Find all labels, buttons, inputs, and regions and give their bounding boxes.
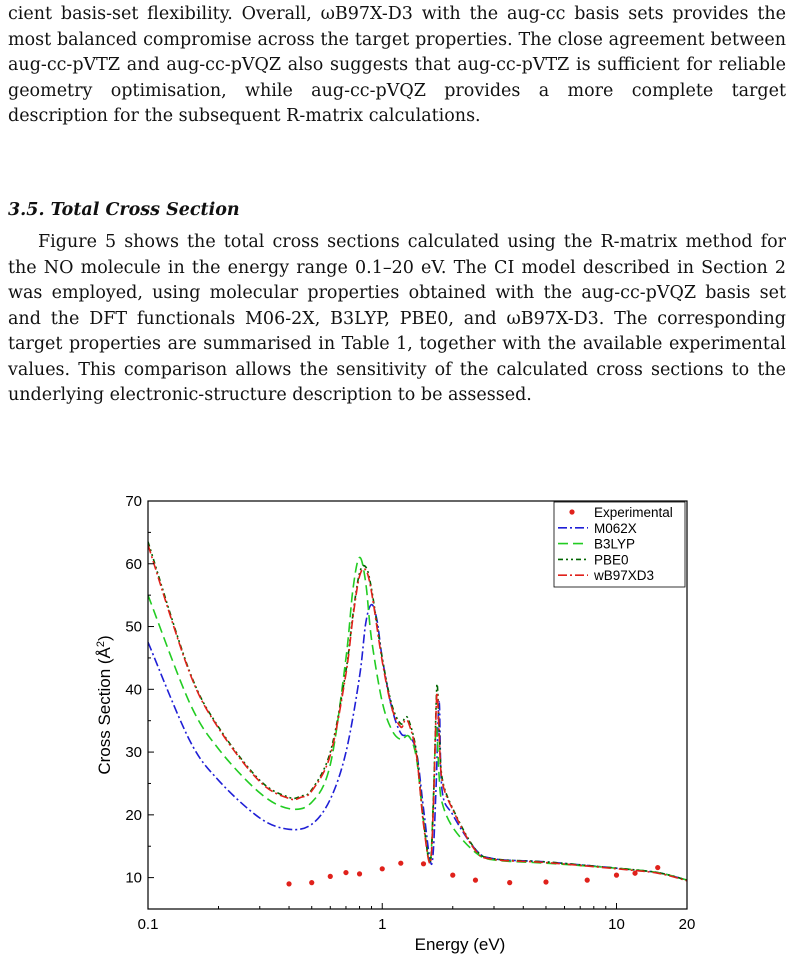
- series-line-pbe0: [148, 541, 687, 881]
- legend-label: PBE0: [594, 552, 629, 567]
- series-line-wb97xd3: [148, 544, 687, 882]
- y-axis-label: Cross Section (Å2): [95, 635, 114, 774]
- paragraph-1: cient basis-set flexibility. Overall, ωB…: [8, 4, 786, 126]
- legend-marker: [569, 509, 575, 515]
- x-tick-label: 0.1: [138, 916, 159, 933]
- y-tick-label: 10: [125, 870, 142, 887]
- x-tick-label: 1: [378, 916, 386, 933]
- legend-box: [553, 501, 686, 588]
- experimental-point: [543, 879, 549, 885]
- experimental-point: [655, 864, 661, 871]
- experimental-point: [379, 866, 385, 872]
- y-tick-label: 30: [125, 744, 142, 761]
- experimental-point: [309, 880, 315, 886]
- x-axis-label: Energy (eV): [415, 935, 506, 954]
- legend-label: wB97XD3: [593, 568, 654, 583]
- experimental-point: [343, 869, 349, 876]
- experimental-point: [398, 860, 404, 866]
- plot-frame: [147, 500, 688, 910]
- experimental-point: [356, 871, 363, 877]
- paragraph-2: Figure 5 shows the total cross sections …: [8, 232, 786, 405]
- series-line-b3lyp: [148, 556, 687, 881]
- y-tick-label: 70: [125, 493, 142, 510]
- x-tick-label: 20: [679, 916, 696, 933]
- intro-paragraph-block: cient basis-set flexibility. Overall, ωB…: [8, 2, 786, 130]
- experimental-point: [507, 880, 513, 886]
- experimental-point: [584, 877, 590, 883]
- experimental-point: [632, 870, 638, 876]
- y-tick-label: 50: [125, 619, 142, 636]
- experimental-point: [450, 872, 456, 878]
- body-paragraph-block: Figure 5 shows the total cross sections …: [8, 230, 786, 409]
- legend-label: M062X: [594, 521, 637, 536]
- section-heading: 3.5. Total Cross Section: [8, 200, 240, 220]
- experimental-point: [327, 873, 333, 879]
- cross-section-chart: 10 20 30 40 50 60 70 0.1 1 10 20 Energy (eV) Cross…: [95, 493, 696, 954]
- y-tick-label: 20: [125, 807, 142, 824]
- y-tick-label: 60: [125, 556, 142, 573]
- y-tick-label: 40: [125, 681, 142, 698]
- legend-label: Experimental: [594, 505, 673, 520]
- x-tick-label: 10: [608, 916, 625, 933]
- experimental-point: [613, 872, 620, 878]
- experimental-point: [286, 881, 292, 887]
- legend-label: B3LYP: [594, 537, 635, 552]
- experimental-point: [420, 861, 427, 867]
- experimental-point: [472, 877, 479, 883]
